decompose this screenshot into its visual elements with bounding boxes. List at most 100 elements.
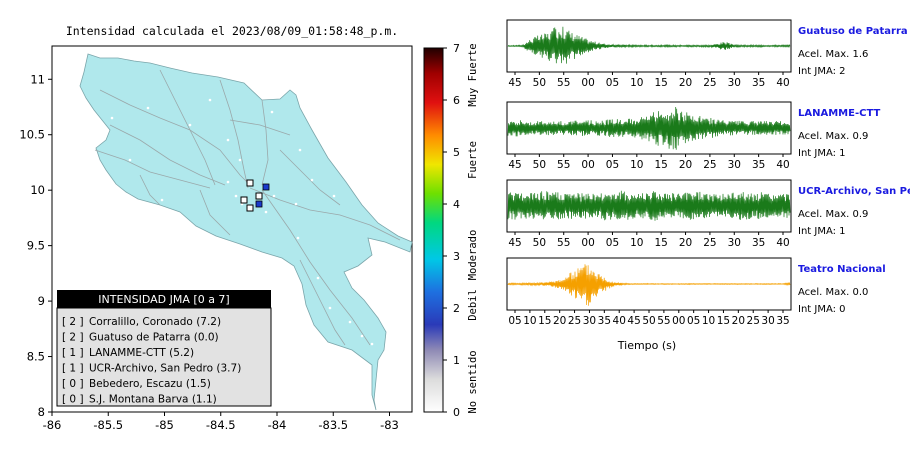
- colorbar-tick-label: 3: [453, 250, 460, 263]
- station-accel: Acel. Max. 1.6: [798, 49, 868, 60]
- waveform-tick-label: 30: [728, 159, 741, 171]
- waveform-tick-label: 25: [747, 315, 760, 327]
- station-intensity: Int JMA: 0: [798, 304, 846, 315]
- waveform-tick-label: 05: [508, 315, 521, 327]
- station-name: Guatuso de Patarra: [798, 26, 908, 37]
- map-x-axis: -86 -85.5 -85 -84.5 -84 -83.5 -83: [43, 412, 399, 432]
- waveform-tick-label: 20: [553, 315, 566, 327]
- station-accel: Acel. Max. 0.0: [798, 287, 868, 298]
- legend-item-label: UCR-Archivo, San Pedro (3.7): [89, 363, 241, 375]
- waveform-tick-label: 35: [598, 315, 611, 327]
- waveform-tick-label: 20: [732, 315, 745, 327]
- map-x-tick-label: -84: [268, 418, 287, 432]
- colorbar-tick-label: 7: [453, 42, 460, 55]
- waveform-trace: [507, 190, 791, 221]
- colorbar-category-label: Fuerte: [467, 141, 479, 179]
- map-y-axis: 11 10.5 10 9.5 9 8.5 8: [19, 72, 52, 419]
- waveform-tick-label: 05: [606, 77, 619, 89]
- map-y-tick-label: 9.5: [27, 239, 45, 253]
- waveform-tick-label: 45: [508, 159, 521, 171]
- map-title: Intensidad calculada el 2023/08/09_01:58…: [66, 24, 398, 38]
- waveform-tick-label: 45: [627, 315, 640, 327]
- legend-item-level: [ 2 ]: [62, 332, 84, 344]
- waveform-tick-label: 30: [761, 315, 774, 327]
- waveform-panel: 45 50 55 00 05 10 15 20 25 30 35 40 LANAMME-CTT Acel.…: [506, 101, 880, 171]
- legend-body: [56, 307, 272, 407]
- map-x-tick-label: -83.5: [318, 418, 348, 432]
- map-x-tick-label: -83: [380, 418, 399, 432]
- colorbar-ticks: 7 6 5 4 3 2 1 0: [443, 42, 460, 419]
- map-y-tick-label: 11: [30, 72, 45, 86]
- waveform-tick-label: 25: [703, 159, 716, 171]
- colorbar-category-label: No sentido: [467, 350, 479, 413]
- waveform-tick-label: 30: [728, 77, 741, 89]
- map-x-tick-label: -84.5: [206, 418, 236, 432]
- colorbar: [423, 47, 444, 413]
- waveform-tick-label: 05: [606, 237, 619, 249]
- station-accel: Acel. Max. 0.9: [798, 209, 868, 220]
- waveform-tick-label: 50: [533, 159, 546, 171]
- waveform-tick-label: 35: [776, 315, 789, 327]
- waveform-tick-label: 55: [657, 315, 670, 327]
- marker-ucr: [255, 200, 263, 208]
- waveform-tick-label: 10: [523, 315, 536, 327]
- map-x-tick-label: -85: [155, 418, 174, 432]
- waveform-tick-label: 50: [533, 237, 546, 249]
- waveform-panel: 05 10 15 20 25 30 35 40 45 50 55 00 05 10 15 20 25 30 35Te…: [506, 257, 886, 327]
- legend-item-label: S.J. Montana Barva (1.1): [89, 394, 217, 406]
- waveform-trace: [507, 264, 791, 306]
- legend-item-level: [ 1 ]: [62, 363, 84, 375]
- waveform-tick-label: 25: [568, 315, 581, 327]
- waveform-tick-label: 50: [533, 77, 546, 89]
- legend-item-level: [ 1 ]: [62, 347, 84, 359]
- waveform-tick-label: 00: [672, 315, 685, 327]
- colorbar-tick-label: 6: [453, 94, 460, 107]
- waveform-tick-label: 35: [752, 237, 765, 249]
- waveform-panel: 45 50 55 00 05 10 15 20 25 30 35 40 Guatuso de Patar…: [506, 19, 908, 89]
- map-x-tick-label: -85.5: [93, 418, 123, 432]
- colorbar-category-label: Debil: [467, 289, 479, 321]
- legend-item-level: [ 2 ]: [62, 316, 84, 328]
- waveform-tick-label: 20: [679, 159, 692, 171]
- colorbar-tick-label: 1: [453, 354, 460, 367]
- waveform-tick-label: 10: [630, 237, 643, 249]
- waveform-tick-label: 10: [630, 77, 643, 89]
- waveform-tick-label: 40: [613, 315, 626, 327]
- waveform-tick-label: 45: [508, 237, 521, 249]
- intensity-markers: [240, 179, 270, 212]
- colorbar-tick-label: 4: [453, 198, 460, 211]
- waveform-tick-label: 15: [654, 237, 667, 249]
- station-intensity: Int JMA: 1: [798, 226, 846, 237]
- station-intensity: Int JMA: 1: [798, 148, 846, 159]
- legend-items: [ 2 ] Corralillo, Coronado (7.2) [ 2 ] Guat…: [62, 316, 241, 406]
- waveform-tick-label: 20: [679, 237, 692, 249]
- waveform-tick-label: 40: [776, 237, 789, 249]
- colorbar-tick-label: 5: [453, 146, 460, 159]
- costa-rica-landmass: [79, 53, 413, 411]
- legend-item-label: Corralillo, Coronado (7.2): [89, 316, 221, 328]
- legend-header: [57, 290, 271, 308]
- waveform-trace: [507, 26, 791, 64]
- road-network: [94, 69, 401, 346]
- waveform-tick-label: 00: [581, 237, 594, 249]
- marker-bebedero: [240, 196, 248, 204]
- waveform-tick-label: 20: [679, 77, 692, 89]
- waveform-tick-label: 10: [630, 159, 643, 171]
- colorbar-tick-label: 0: [453, 406, 460, 419]
- station-intensity: Int JMA: 2: [798, 66, 846, 77]
- waveform-tick-label: 25: [703, 77, 716, 89]
- waveform-tick-label: 40: [776, 77, 789, 89]
- waveform-tick-label: 05: [687, 315, 700, 327]
- waveform-tick-label: 40: [776, 159, 789, 171]
- waveform-tick-label: 10: [702, 315, 715, 327]
- map-y-tick-label: 8.5: [27, 350, 45, 364]
- map-x-tick-label: -86: [43, 418, 62, 432]
- colorbar-tick-label: 2: [453, 302, 460, 315]
- colorbar-category-label: Moderado: [467, 230, 479, 281]
- map-y-tick-label: 9: [38, 294, 45, 308]
- station-name: LANAMME-CTT: [798, 108, 880, 119]
- station-name: Teatro Nacional: [798, 264, 886, 275]
- waveform-tick-label: 15: [654, 77, 667, 89]
